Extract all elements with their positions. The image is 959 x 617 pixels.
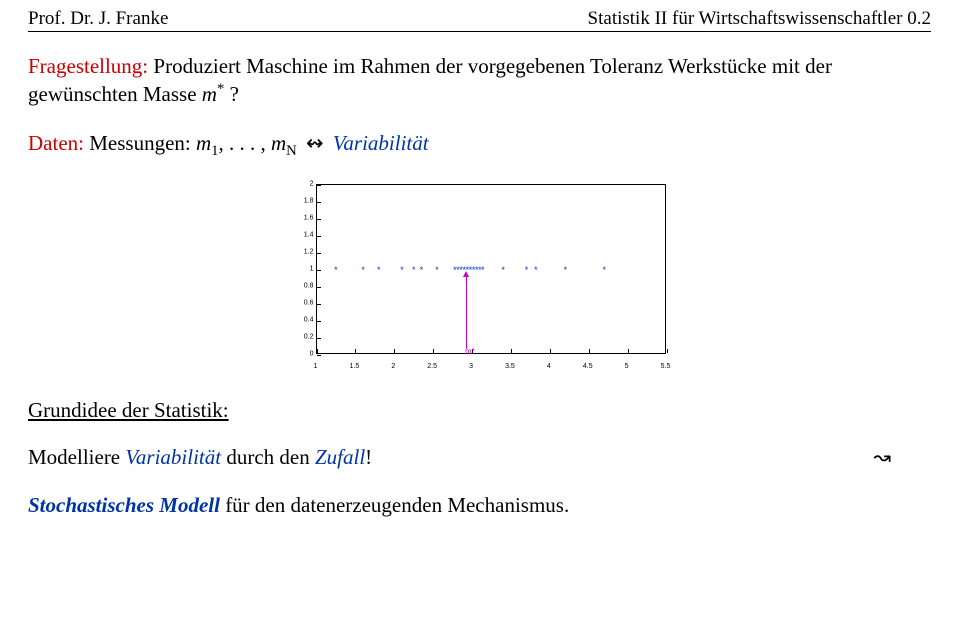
y-tick-label: 0: [290, 350, 314, 357]
data-point-marker: *: [334, 265, 338, 275]
y-tick-label: 2: [290, 180, 314, 187]
x-tick-label: 4.5: [583, 363, 593, 370]
daten-arrow: ↭: [297, 131, 333, 155]
daten-variab: Variabilität: [333, 131, 429, 155]
y-tick-mark: [317, 338, 321, 339]
y-tick-label: 1.6: [290, 214, 314, 221]
daten-label: Daten:: [28, 131, 84, 155]
y-tick-label: 0.4: [290, 316, 314, 323]
x-tick-label: 4: [547, 363, 551, 370]
chart-container: **********************m* 00.20.40.60.811…: [28, 180, 931, 370]
modelliere-text2: durch den: [221, 445, 315, 469]
modelliere-variab: Variabilität: [125, 445, 221, 469]
data-point-marker: *: [420, 265, 424, 275]
page-header: Prof. Dr. J. Franke Statistik II für Wir…: [28, 8, 931, 32]
data-point-marker: *: [361, 265, 365, 275]
fragestellung-paragraph: Fragestellung: Produziert Maschine im Ra…: [28, 52, 931, 109]
y-tick-label: 1: [290, 265, 314, 272]
x-tick-label: 5.5: [661, 363, 671, 370]
data-point-marker: *: [435, 265, 439, 275]
stoch-label: Stochastisches Modell: [28, 493, 220, 517]
x-tick-mark: [394, 349, 395, 353]
x-tick-mark: [355, 349, 356, 353]
daten-paragraph: Daten: Messungen: m1, . . . , mN ↭ Varia…: [28, 129, 931, 162]
data-point-marker: *: [400, 265, 404, 275]
x-tick-mark: [317, 349, 318, 353]
y-tick-mark: [317, 202, 321, 203]
x-tick-label: 3: [469, 363, 473, 370]
y-tick-label: 0.2: [290, 333, 314, 340]
data-point-marker: *: [412, 265, 416, 275]
frage-m: m: [202, 82, 217, 106]
daten-text1: Messungen:: [84, 131, 196, 155]
stoch-rest: für den datenerzeugenden Mechanismus.: [220, 493, 569, 517]
chart-axes-box: **********************m*: [316, 184, 666, 354]
x-tick-mark: [628, 349, 629, 353]
y-tick-label: 0.6: [290, 299, 314, 306]
x-tick-label: 2: [391, 363, 395, 370]
x-tick-mark: [511, 349, 512, 353]
data-point-marker: *: [481, 265, 485, 275]
mstar-line: [466, 275, 467, 349]
x-tick-label: 1: [314, 363, 318, 370]
x-tick-mark: [433, 349, 434, 353]
modelliere-text: Modelliere Variabilität durch den Zufall…: [28, 443, 372, 471]
y-tick-mark: [317, 287, 321, 288]
frage-label: Fragestellung:: [28, 54, 148, 78]
y-tick-mark: [317, 236, 321, 237]
x-tick-mark: [550, 349, 551, 353]
data-point-marker: *: [525, 265, 529, 275]
y-tick-mark: [317, 304, 321, 305]
daten-m1: m: [196, 131, 211, 155]
grundidee-title: Grundidee der Statistik:: [28, 398, 931, 423]
y-tick-mark: [317, 219, 321, 220]
y-tick-label: 1.2: [290, 248, 314, 255]
scatter-chart: **********************m* 00.20.40.60.811…: [290, 180, 670, 370]
header-left: Prof. Dr. J. Franke: [28, 8, 168, 30]
daten-sep: , . . . ,: [219, 131, 272, 155]
modelliere-arrow: ↝: [869, 443, 931, 471]
mstar-arrowhead: [463, 271, 469, 277]
data-point-marker: *: [501, 265, 505, 275]
x-tick-mark: [667, 349, 668, 353]
x-tick-label: 2.5: [427, 363, 437, 370]
data-point-marker: *: [603, 265, 607, 275]
y-tick-mark: [317, 185, 321, 186]
modelliere-row: Modelliere Variabilität durch den Zufall…: [28, 443, 931, 471]
header-right: Statistik II für Wirtschaftswissenschaft…: [588, 8, 931, 30]
frage-qmark: ?: [224, 82, 239, 106]
y-tick-mark: [317, 321, 321, 322]
x-tick-label: 3.5: [505, 363, 515, 370]
y-tick-mark: [317, 355, 321, 356]
x-tick-label: 5: [625, 363, 629, 370]
x-tick-label: 1.5: [350, 363, 360, 370]
data-point-marker: *: [564, 265, 568, 275]
daten-sub1: 1: [211, 143, 218, 159]
modelliere-zufall: Zufall: [315, 445, 365, 469]
y-tick-label: 1.8: [290, 197, 314, 204]
x-tick-mark: [589, 349, 590, 353]
modelliere-text1: Modelliere: [28, 445, 125, 469]
y-tick-mark: [317, 270, 321, 271]
data-point-marker: *: [534, 265, 538, 275]
modelliere-excl: !: [365, 445, 372, 469]
mstar-label: m*: [465, 347, 475, 356]
daten-mN: m: [271, 131, 286, 155]
daten-subN: N: [286, 143, 297, 159]
y-tick-label: 1.4: [290, 231, 314, 238]
y-tick-mark: [317, 253, 321, 254]
data-point-marker: *: [377, 265, 381, 275]
stoch-paragraph: Stochastisches Modell für den datenerzeu…: [28, 491, 931, 519]
frage-text: Produziert Maschine im Rahmen der vorgeg…: [28, 54, 832, 106]
y-tick-label: 0.8: [290, 282, 314, 289]
